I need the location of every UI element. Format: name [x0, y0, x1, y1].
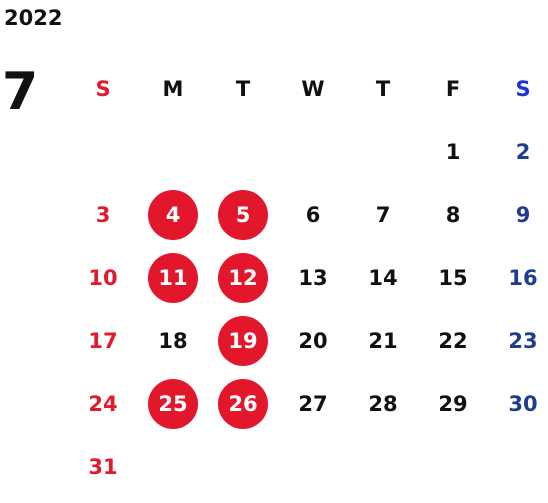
day-cell: 15	[438, 265, 468, 290]
day-number: 12	[228, 265, 258, 290]
day-cell: 27	[298, 391, 328, 416]
day-number: 5	[235, 202, 251, 227]
day-cell: 6	[305, 202, 321, 227]
highlight-circle	[148, 378, 198, 429]
day-cell: 8	[445, 202, 461, 227]
weekday-header: M	[162, 76, 184, 101]
day-cell: 10	[88, 265, 118, 290]
day-cell: 16	[508, 265, 538, 290]
day-number: 25	[158, 391, 188, 416]
day-cell: 17	[88, 328, 118, 353]
day-number: 4	[165, 202, 181, 227]
year-label: 2022	[4, 6, 63, 30]
weekday-header: T	[235, 76, 251, 101]
day-cell: 7	[375, 202, 391, 227]
day-cell: 21	[368, 328, 398, 353]
highlight-circle	[218, 189, 268, 240]
day-cell: 9	[515, 202, 531, 227]
empty-cell	[348, 120, 418, 183]
day-number: 26	[228, 391, 258, 416]
day-cell: 28	[368, 391, 398, 416]
day-cell-highlighted: 5	[208, 183, 278, 246]
empty-cell	[278, 120, 348, 183]
day-cell: 31	[88, 454, 118, 479]
day-cell-highlighted: 12	[208, 246, 278, 309]
highlight-circle	[218, 252, 268, 303]
empty-cell	[68, 120, 138, 183]
day-cell: 22	[438, 328, 468, 353]
day-cell-highlighted: 11	[138, 246, 208, 309]
day-cell: 13	[298, 265, 328, 290]
highlight-circle	[218, 315, 268, 366]
day-cell-highlighted: 4	[138, 183, 208, 246]
day-number: 19	[228, 328, 258, 353]
empty-cell	[208, 120, 278, 183]
day-cell-highlighted: 25	[138, 372, 208, 435]
day-number: 11	[158, 265, 188, 290]
day-cell: 30	[508, 391, 538, 416]
calendar-grid: S M T W T F S 1 2 3 4 5 6 7 8 9 10 11 12 13 14 15 16 17 18 19 20 21…	[68, 57, 548, 498]
weekday-header: W	[301, 76, 325, 101]
weekday-header: S	[515, 76, 531, 101]
empty-cell	[138, 120, 208, 183]
weekday-header: S	[95, 76, 111, 101]
day-cell: 14	[368, 265, 398, 290]
day-cell: 3	[95, 202, 111, 227]
day-cell: 24	[88, 391, 118, 416]
day-cell: 20	[298, 328, 328, 353]
month-label: 7	[2, 62, 39, 122]
day-cell-highlighted: 19	[208, 309, 278, 372]
day-cell: 2	[515, 139, 531, 164]
day-cell: 29	[438, 391, 468, 416]
highlight-circle	[218, 378, 268, 429]
weekday-header: T	[375, 76, 391, 101]
day-cell: 23	[508, 328, 538, 353]
day-cell: 1	[445, 139, 461, 164]
day-cell-highlighted: 26	[208, 372, 278, 435]
highlight-circle	[148, 252, 198, 303]
highlight-circle	[148, 189, 198, 240]
day-cell: 18	[158, 328, 188, 353]
weekday-header: F	[445, 76, 461, 101]
